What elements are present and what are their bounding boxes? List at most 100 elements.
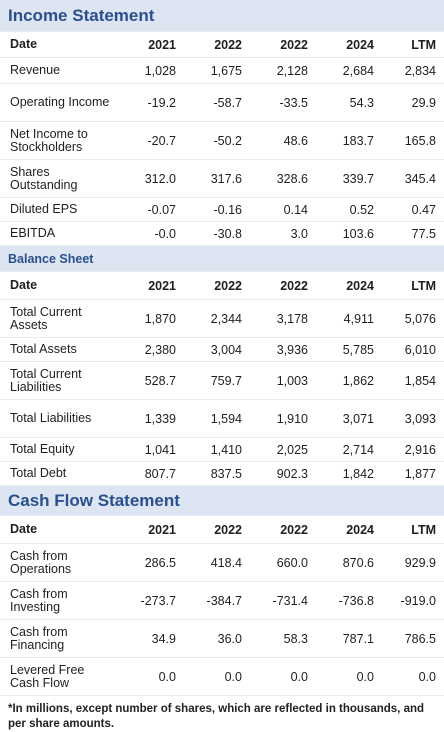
row-label: Diluted EPS [10, 202, 78, 216]
table-row: Net Income to Stockholders -20.7 -50.2 4… [0, 122, 444, 160]
cell: 660.0 [276, 555, 308, 570]
cell: 528.7 [144, 373, 176, 388]
cell: 339.7 [342, 171, 374, 186]
cell: 1,842 [342, 466, 374, 481]
cell: -919.0 [400, 593, 436, 608]
table-row: Total Assets 2,380 3,004 3,936 5,785 6,0… [0, 338, 444, 362]
cell: 2,684 [342, 63, 374, 78]
cell: 1,410 [210, 442, 242, 457]
cell: 3.0 [290, 226, 308, 241]
cell: -30.8 [213, 226, 243, 241]
balance-sheet-title: Balance Sheet [0, 246, 444, 272]
header-year: 2022 [280, 278, 308, 293]
row-label: Levered Free Cash Flow [10, 662, 85, 690]
cell: 759.7 [210, 373, 242, 388]
cell: -58.7 [213, 95, 243, 110]
cell: -33.5 [279, 95, 309, 110]
cell: 1,339 [144, 411, 176, 426]
header-ltm: LTM [411, 37, 436, 52]
cell: -0.0 [154, 226, 176, 241]
header-year: 2022 [280, 37, 308, 52]
cell: 1,862 [342, 373, 374, 388]
cell: -731.4 [272, 593, 308, 608]
cell: 5,076 [404, 311, 436, 326]
cell: 1,594 [210, 411, 242, 426]
header-year: 2021 [148, 278, 176, 293]
cell: 0.47 [411, 202, 436, 217]
cell: 0.52 [349, 202, 374, 217]
cell: 1,854 [404, 373, 436, 388]
table-row: Cash from Investing -273.7 -384.7 -731.4… [0, 582, 444, 620]
cell: 1,910 [276, 411, 308, 426]
footnote: *In millions, except number of shares, w… [8, 703, 425, 730]
cell: -50.2 [213, 133, 243, 148]
cell: -0.16 [213, 202, 243, 217]
cell: 2,916 [404, 442, 436, 457]
cell: 6,010 [404, 342, 436, 357]
table-row: Cash from Financing 34.9 36.0 58.3 787.1… [0, 620, 444, 658]
cell: 1,675 [210, 63, 242, 78]
cell: 1,028 [144, 63, 176, 78]
cell: -20.7 [147, 133, 177, 148]
table-row: EBITDA -0.0 -30.8 3.0 103.6 77.5 [0, 222, 444, 246]
header-year: 2022 [214, 522, 242, 537]
cell: 165.8 [404, 133, 436, 148]
table-row: Operating Income -19.2 -58.7 -33.5 54.3 … [0, 84, 444, 122]
cell: -0.07 [147, 202, 177, 217]
cell: 0.0 [158, 669, 176, 684]
table-row: Shares Outstanding 312.0 317.6 328.6 339… [0, 160, 444, 198]
cell: 2,025 [276, 442, 308, 457]
cell: 77.5 [411, 226, 436, 241]
cell: 787.1 [342, 631, 374, 646]
cell: 3,093 [404, 411, 436, 426]
cell: 3,004 [210, 342, 242, 357]
cell: 1,870 [144, 311, 176, 326]
cell: 1,041 [144, 442, 176, 457]
row-label: Cash from Operations [10, 548, 72, 576]
header-date: Date [10, 278, 38, 292]
cell: 312.0 [144, 171, 176, 186]
table-row: Total Liabilities 1,339 1,594 1,910 3,07… [0, 400, 444, 438]
cell: 0.0 [290, 669, 308, 684]
cell: 902.3 [276, 466, 308, 481]
table-row: Total Current Liabilities 528.7 759.7 1,… [0, 362, 444, 400]
header-year: 2024 [346, 522, 374, 537]
table-row: Total Debt 807.7 837.5 902.3 1,842 1,877 [0, 462, 444, 486]
balance-header-row: Date 2021 2022 2022 2024 LTM [0, 272, 444, 300]
cell: 317.6 [210, 171, 242, 186]
cell: 345.4 [404, 171, 436, 186]
cell: 3,071 [342, 411, 374, 426]
cell: 2,128 [276, 63, 308, 78]
header-ltm: LTM [411, 278, 436, 293]
table-row: Total Equity 1,041 1,410 2,025 2,714 2,9… [0, 438, 444, 462]
cell: -273.7 [140, 593, 176, 608]
table-row: Diluted EPS -0.07 -0.16 0.14 0.52 0.47 [0, 198, 444, 222]
cell: 328.6 [276, 171, 308, 186]
row-label: Cash from Investing [10, 586, 68, 614]
cell: 929.9 [404, 555, 436, 570]
header-year: 2022 [214, 278, 242, 293]
cell: 807.7 [144, 466, 176, 481]
cell: -736.8 [338, 593, 374, 608]
table-row: Levered Free Cash Flow 0.0 0.0 0.0 0.0 0… [0, 658, 444, 696]
cell: 183.7 [342, 133, 374, 148]
cell: 786.5 [404, 631, 436, 646]
cell: 286.5 [144, 555, 176, 570]
income-statement-title: Income Statement [0, 0, 444, 32]
cell: 48.6 [283, 133, 308, 148]
row-label: Total Equity [10, 442, 75, 456]
cell: 1,003 [276, 373, 308, 388]
cell: 34.9 [151, 631, 176, 646]
cell: 29.9 [411, 95, 436, 110]
row-label: Operating Income [10, 95, 110, 109]
header-ltm: LTM [411, 522, 436, 537]
table-row: Cash from Operations 286.5 418.4 660.0 8… [0, 544, 444, 582]
cell: 54.3 [349, 95, 374, 110]
row-label: EBITDA [10, 226, 56, 240]
cell: 58.3 [283, 631, 308, 646]
cell: 870.6 [342, 555, 374, 570]
cell: 418.4 [210, 555, 242, 570]
cell: 103.6 [342, 226, 374, 241]
row-label: Total Assets [10, 342, 77, 356]
header-year: 2024 [346, 37, 374, 52]
